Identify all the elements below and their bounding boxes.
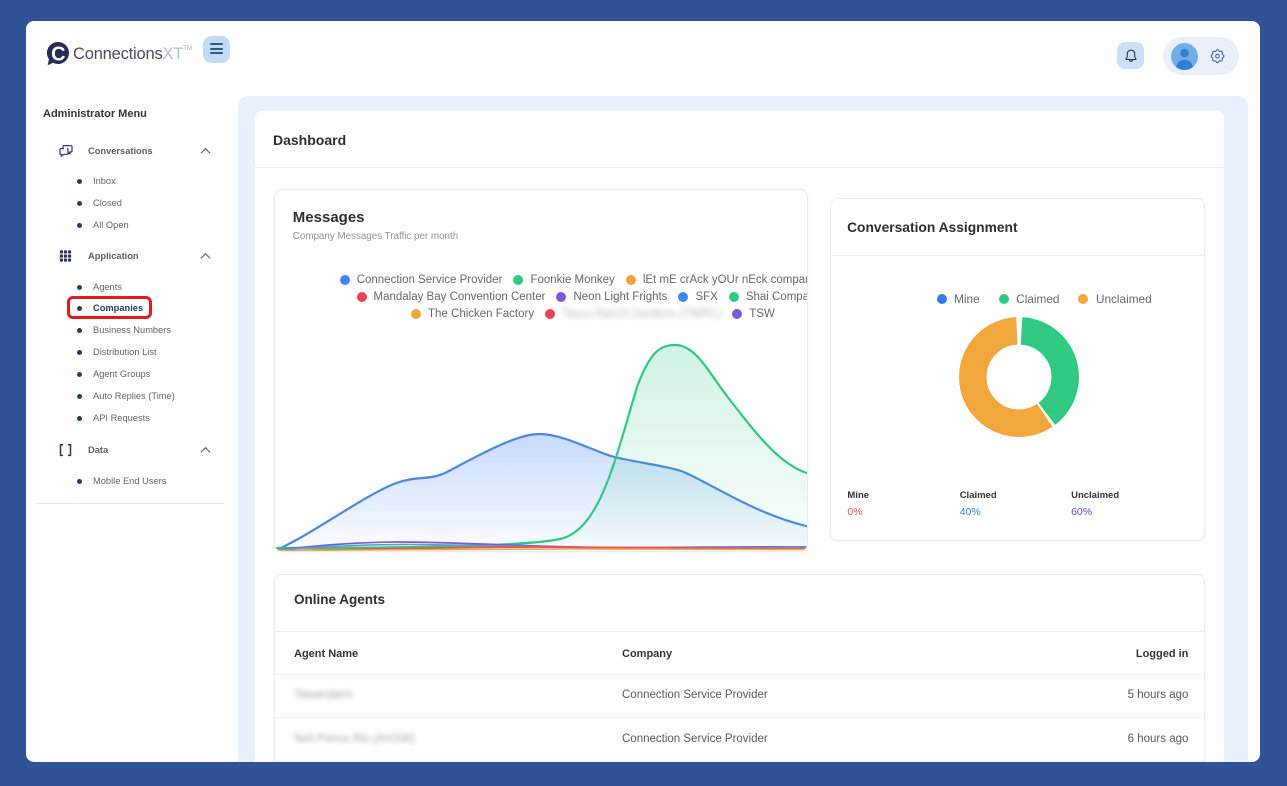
- svg-text:C: C: [51, 44, 65, 66]
